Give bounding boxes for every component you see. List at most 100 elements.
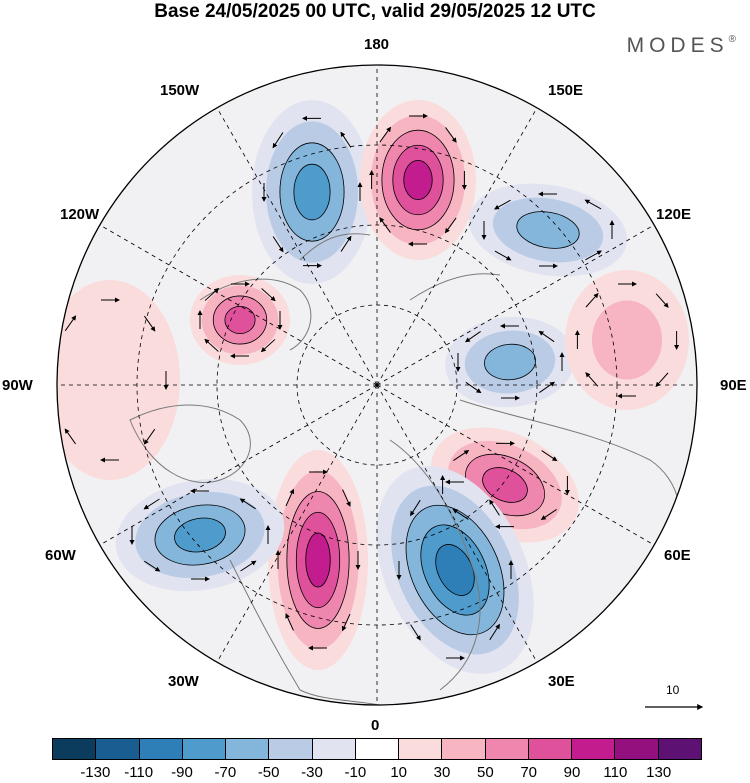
anomaly-west-atlantic-negative <box>115 478 285 592</box>
wind-arrow <box>410 499 421 517</box>
colorbar-swatch <box>614 739 658 759</box>
wind-arrow <box>585 372 599 387</box>
graticule <box>57 65 697 705</box>
wind-arrow <box>465 331 481 343</box>
anomaly-canada-positive <box>190 275 290 365</box>
colorbar-tick-label: 30 <box>433 764 451 781</box>
colorbar-swatch <box>484 739 528 759</box>
anomaly-central-asia-negative <box>445 316 575 408</box>
wind-arrow <box>655 293 669 308</box>
wind-arrow <box>261 288 276 302</box>
colorbar-tick-label: -110 <box>124 764 154 781</box>
wind-arrow <box>584 199 602 210</box>
wind-arrow <box>64 428 76 445</box>
wind-arrow <box>340 131 352 148</box>
colorbar-swatch <box>138 739 182 759</box>
colorbar-tick-label: -50 <box>257 764 280 781</box>
lon-label-120w: 120W <box>60 206 100 223</box>
colorbar-swatch <box>53 739 96 759</box>
coastlines <box>129 233 681 705</box>
lon-label-90w: 90W <box>2 377 33 394</box>
colorbar-tick-label: 50 <box>476 764 494 781</box>
lon-label-30w: 30W <box>168 673 199 690</box>
wind-arrow <box>379 217 391 233</box>
wind-arrow <box>144 315 156 332</box>
wind-arrow <box>585 292 599 308</box>
colorbar-swatch <box>225 739 269 759</box>
wind-arrow <box>143 498 160 510</box>
wind-arrow <box>143 428 156 445</box>
colorbar-swatch <box>268 739 312 759</box>
colorbar-swatch <box>181 739 226 759</box>
colorbar-tick-label: -90 <box>171 764 193 781</box>
wind-arrow <box>541 450 558 462</box>
wind-arrow <box>272 132 284 149</box>
wind-arrow <box>342 489 351 507</box>
wind-arrow <box>341 613 351 632</box>
lon-label-60w: 60W <box>45 547 76 564</box>
map-border <box>56 64 698 706</box>
lon-label-120e: 120E <box>656 206 692 223</box>
colorbar-swatch <box>657 739 701 759</box>
colorbar-swatch <box>311 739 355 759</box>
colorbar-tick-label: 110 <box>603 764 628 781</box>
modes-logo: MODES® <box>626 34 736 57</box>
lon-label-30e: 30E <box>548 673 575 690</box>
lon-label-180: 180 <box>364 36 390 53</box>
wind-arrow <box>538 330 555 343</box>
wind-arrow <box>655 372 669 388</box>
colorbar-tick-label: 130 <box>646 764 672 781</box>
colorbar-swatch <box>441 739 485 759</box>
reference-vector-label: 10 <box>666 683 680 697</box>
anomaly-siberia-positive <box>565 270 689 410</box>
colorbar-tick-label: -130 <box>80 764 111 781</box>
colorbar-tick-label: 70 <box>520 764 537 781</box>
colorbar-swatch <box>354 739 399 759</box>
lon-label-150w: 150W <box>160 82 200 99</box>
wind-arrow <box>445 127 457 143</box>
colorbar-tick-label: 90 <box>563 764 581 781</box>
lon-label-90e: 90E <box>720 377 747 394</box>
wind-arrow <box>240 560 257 572</box>
wind-arrow <box>285 488 295 507</box>
anomaly-north-atlantic-positive <box>268 450 368 670</box>
colorbar-swatch <box>95 739 139 759</box>
map-title: Base 24/05/2025 00 UTC, valid 29/05/2025… <box>154 1 596 22</box>
wind-arrow <box>489 499 500 516</box>
wind-arrow <box>204 338 219 352</box>
colorbar-swatch <box>571 739 615 759</box>
wind-arrow <box>444 217 457 234</box>
colorbar-ticks: -130 -110 -90 -70 -50 -30 -10 10 30 50 70 90 110 130 <box>52 764 702 782</box>
wind-arrow <box>489 623 500 641</box>
colorbar-tick-label: 10 <box>390 764 407 781</box>
wind-arrow <box>239 498 256 510</box>
wind-arrow <box>465 381 482 394</box>
wind-arrow <box>540 509 557 520</box>
colorbar-swatch <box>398 739 442 759</box>
wind-arrow <box>453 450 470 461</box>
wind-arrow <box>494 250 512 261</box>
colorbar-swatch <box>527 739 572 759</box>
wind-arrow <box>285 613 294 631</box>
wind-arrow <box>204 287 220 301</box>
lon-label-150e: 150E <box>548 82 584 99</box>
lon-label-0: 0 <box>371 717 380 734</box>
anomaly-north-pacific-negative <box>252 100 372 284</box>
wind-arrow <box>340 235 352 252</box>
colorbar-tick-label: -10 <box>344 764 367 781</box>
lon-label-60e: 60E <box>664 547 691 564</box>
wind-arrow <box>452 508 469 520</box>
colorbar-tick-label: -30 <box>301 764 323 781</box>
colorbar-tick-label: -70 <box>214 764 237 781</box>
wind-arrow <box>144 560 161 572</box>
wind-arrow <box>379 126 392 143</box>
wind-arrow <box>585 250 602 261</box>
wind-vectors <box>64 113 680 661</box>
colorbar <box>52 738 702 760</box>
wind-arrow <box>272 236 284 253</box>
wind-arrow <box>64 315 77 332</box>
anomaly-east-siberia-positive <box>360 100 476 260</box>
anomaly-alaska-positive <box>57 280 180 480</box>
wind-arrow <box>539 381 555 393</box>
